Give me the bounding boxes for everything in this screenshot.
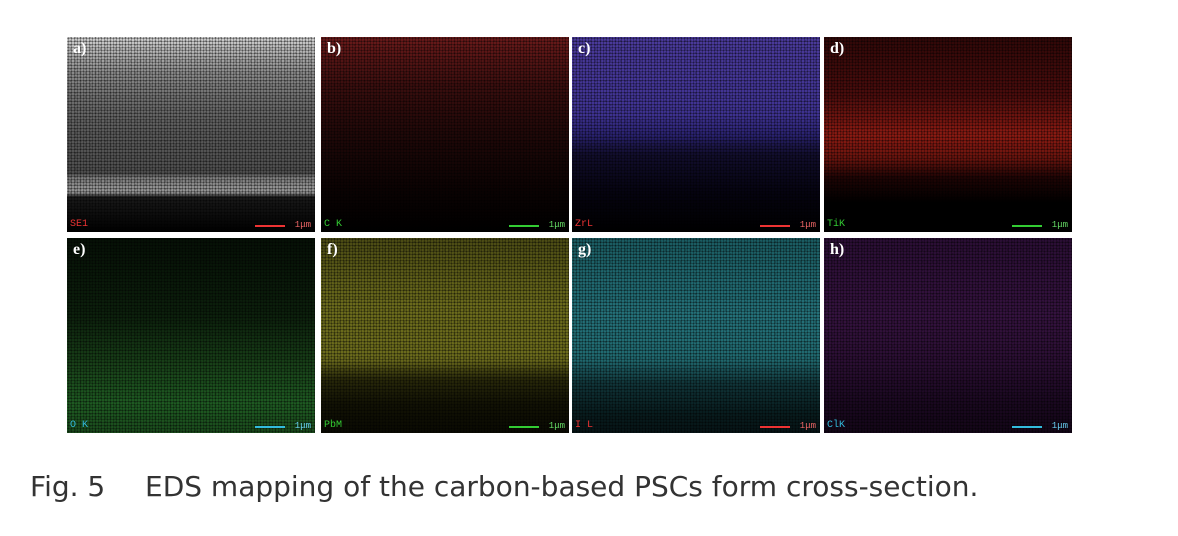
panel-letter: a) (73, 40, 87, 57)
scale-label: 1μm (799, 421, 816, 431)
panel: f) PbM 1μm (321, 238, 569, 433)
scale-label: 1μm (799, 220, 816, 230)
panel: d) TiK 1μm (824, 37, 1072, 232)
panel-letter: g) (578, 241, 592, 258)
panel-letter: f) (327, 241, 338, 258)
scale-bar (255, 426, 285, 428)
scale-label: 1μm (548, 220, 565, 230)
panel: e) O K 1μm (67, 238, 315, 433)
element-label: SE1 (70, 219, 89, 230)
panel: a) SE1 1μm (67, 37, 315, 232)
scale-label: 1μm (548, 421, 565, 431)
caption-text: EDS mapping of the carbon-based PSCs for… (145, 470, 979, 503)
panel-letter: c) (578, 40, 591, 57)
element-label: TiK (827, 219, 846, 230)
scale-bar (760, 426, 790, 428)
scale-label: 1μm (294, 220, 311, 230)
element-label: C K (324, 219, 343, 230)
scale-bar (509, 426, 539, 428)
element-label: O K (70, 420, 89, 431)
element-label: ClK (827, 420, 846, 431)
scale-label: 1μm (1051, 220, 1068, 230)
panel-letter: h) (830, 241, 845, 258)
panel: b) C K 1μm (321, 37, 569, 232)
scale-bar (255, 225, 285, 227)
panel: c) ZrL 1μm (572, 37, 820, 232)
element-label: PbM (324, 420, 343, 431)
scale-label: 1μm (1051, 421, 1068, 431)
element-label: ZrL (575, 219, 594, 230)
panel-letter: e) (73, 241, 86, 258)
scale-bar (1012, 426, 1042, 428)
caption-label: Fig. 5 (30, 470, 106, 503)
scale-bar (760, 225, 790, 227)
element-label: I L (575, 420, 594, 431)
scale-bar (1012, 225, 1042, 227)
panel: g) I L 1μm (572, 238, 820, 433)
panel-letter: d) (830, 40, 845, 57)
scale-bar (509, 225, 539, 227)
scale-label: 1μm (294, 421, 311, 431)
panel-letter: b) (327, 40, 342, 57)
panel: h) ClK 1μm (824, 238, 1072, 433)
